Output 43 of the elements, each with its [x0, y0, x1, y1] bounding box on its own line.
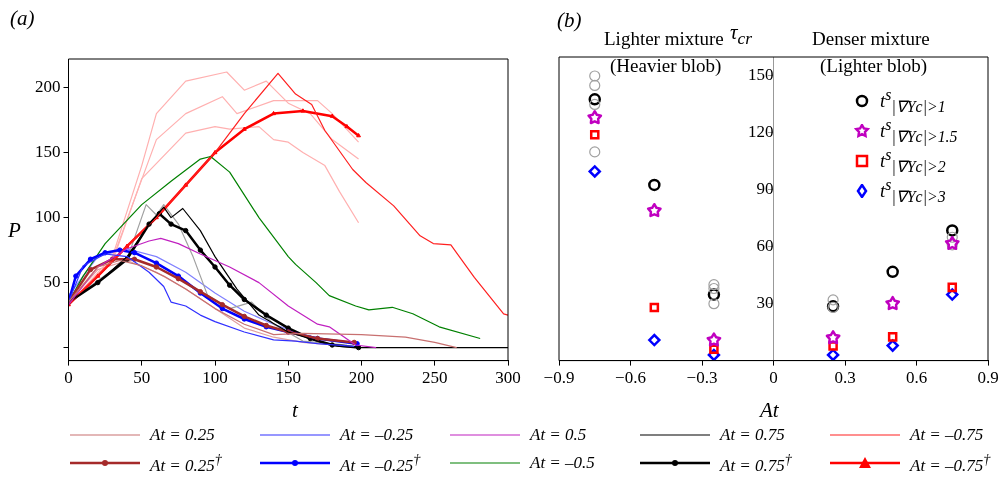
x-tick-label: 250 [422, 368, 448, 388]
legend-label: At = –0.75$^{†}$ [910, 450, 991, 476]
x-tick-label: 0 [64, 368, 73, 388]
chart-title: (b) [557, 8, 582, 33]
y-tick-label: 100 [35, 207, 61, 227]
text: Lighter mixture [604, 28, 724, 50]
x-tick-label: 0.3 [834, 368, 856, 388]
x-tick-label: 100 [202, 368, 228, 388]
legend-label: At = 0.5 [530, 425, 587, 445]
legend-label: At = 0.75$^{†}$ [720, 450, 792, 476]
chart-title: (a) [10, 6, 35, 31]
y-tick-label: 60 [756, 236, 774, 256]
annotation: (Heavier blob) [610, 55, 722, 77]
x-tick-label: 150 [275, 368, 301, 388]
legend-label: At = –0.5 [530, 453, 595, 473]
y-tick-label: 150 [35, 142, 61, 162]
x-tick-label: −0.6 [615, 368, 646, 388]
x-axis-title: At [760, 398, 779, 423]
x-tick-label: 200 [348, 368, 375, 388]
x-tick-label: 0.9 [977, 368, 999, 388]
legend-label: At = –0.25 [340, 425, 414, 445]
y-tick-label: 150 [748, 65, 774, 85]
y-axis-title: P [8, 218, 21, 243]
text: Denser mixture [812, 28, 930, 50]
legend-label: At = 0.25 [150, 425, 215, 445]
x-tick-label: 0.6 [905, 368, 928, 388]
annotation: (Lighter blob) [820, 55, 928, 77]
x-tick-label: −0.9 [543, 368, 575, 388]
x-axis-title: t [292, 398, 298, 423]
y-axis-title: τ$_{cr}$ [730, 20, 753, 50]
x-tick-label: −0.3 [686, 368, 718, 388]
x-tick-label: 50 [133, 368, 151, 388]
y-tick-label: 90 [756, 179, 774, 199]
y-tick-label: 120 [748, 122, 774, 142]
y-tick-label: 50 [43, 272, 61, 292]
legend-label: At = 0.25$^{†}$ [150, 450, 222, 476]
y-tick-label: 200 [35, 77, 61, 97]
y-tick-label: 30 [756, 293, 774, 313]
legend-label: At = –0.75 [910, 425, 984, 445]
x-tick-label: 300 [495, 368, 521, 388]
legend-label: At = –0.25$^{†}$ [340, 450, 421, 476]
legend-label: At = 0.75 [720, 425, 785, 445]
x-tick-label: 0 [769, 368, 778, 388]
